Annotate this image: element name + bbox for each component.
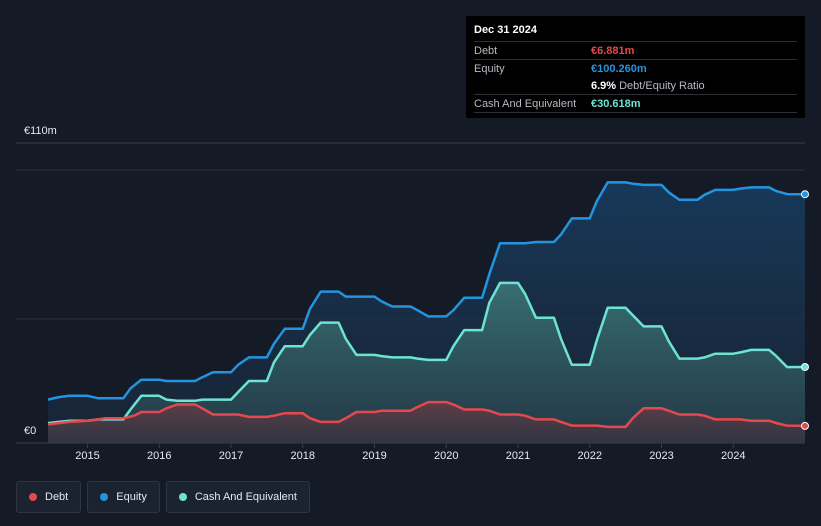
tooltip-cash-row: Cash And Equivalent €30.618m [474,94,797,113]
series-lines [47,181,806,429]
x-tick-label: 2021 [505,450,531,462]
cash-line [47,281,806,425]
x-tick-label: 2017 [218,450,244,462]
legend-item-equity[interactable]: Equity [87,481,160,513]
equity-dot-icon [100,493,109,501]
debt-end-marker [801,421,809,430]
tooltip-equity-label: Equity [474,62,505,75]
legend-equity-label: Equity [116,491,147,503]
tooltip-equity-row: Equity €100.260m [474,59,797,77]
tooltip-ratio-value: 6.9% [591,79,617,92]
tooltip-cash-value: €30.618m [591,97,641,110]
tooltip-date: Dec 31 2024 [474,24,537,36]
x-tick-label: 2016 [146,450,172,462]
cash-end-marker [801,363,809,371]
tooltip-debt-value: €6.881m [591,44,635,57]
debt-area [48,402,805,443]
x-tick-label: 2015 [75,450,100,462]
end-markers [801,190,809,430]
x-tick-label: 2024 [720,450,746,462]
legend-item-debt[interactable]: Debt [16,481,82,513]
legend-debt-label: Debt [45,491,69,503]
chart-legend: Debt Equity Cash And Equivalent [16,481,310,513]
x-tick-label: 2020 [433,450,459,462]
equity-line [47,181,806,401]
y-axis-top-label: €110m [24,125,57,137]
equity-end-marker [801,190,809,199]
tooltip-cash-label: Cash And Equivalent [474,97,577,110]
y-axis-bottom-label: €0 [24,425,37,437]
series-areas [48,182,805,443]
cash-area [48,282,805,443]
cash-dot-icon [178,493,187,501]
data-tooltip: Dec 31 2024 Debt €6.881m Equity €100.260… [466,16,805,118]
debt-dot-icon [29,493,37,501]
tooltip-debt-row: Debt €6.881m [474,41,797,59]
debt-line [47,400,806,429]
legend-item-cash[interactable]: Cash And Equivalent [165,481,310,513]
x-tick-label: 2022 [577,450,602,462]
x-tick-label: 2023 [649,450,674,462]
tooltip-debt-label: Debt [474,44,498,57]
tooltip-ratio-label: Debt/Equity Ratio [619,79,705,92]
tooltip-ratio-row: 6.9% Debt/Equity Ratio [474,77,797,94]
x-tick-label: 2018 [290,450,315,462]
legend-cash-label: Cash And Equivalent [194,491,297,503]
x-tick-label: 2019 [362,450,387,462]
tooltip-equity-value: €100.260m [591,62,647,75]
